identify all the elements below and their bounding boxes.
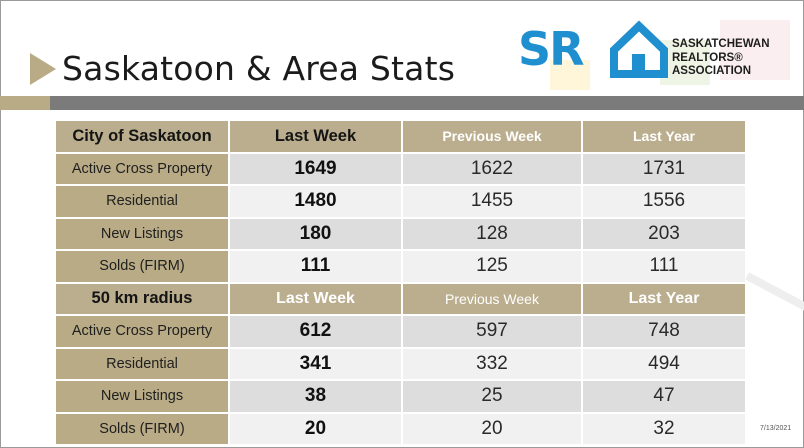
table-row: Solds (FIRM) 20 20 32 (56, 413, 745, 444)
previous-week-value: 1622 (403, 153, 581, 184)
previous-week-value: 125 (403, 251, 581, 282)
table-header-row: 50 km radius Last Week Previous Week Las… (56, 283, 745, 314)
column-header-last-year: Last Year (583, 121, 745, 152)
previous-week-value: 20 (403, 413, 581, 444)
previous-week-value: 597 (403, 316, 581, 347)
table-row: New Listings 38 25 47 (56, 381, 745, 412)
last-year-value: 748 (583, 316, 745, 347)
last-week-value: 612 (230, 316, 401, 347)
last-year-value: 1731 (583, 153, 745, 184)
previous-week-value: 332 (403, 348, 581, 379)
background-decoration (300, 0, 804, 448)
row-label: Active Cross Property (56, 316, 228, 347)
logo-text: SASKATCHEWAN REALTORS® ASSOCIATION (672, 38, 770, 79)
table-row: Residential 1480 1455 1556 (56, 186, 745, 217)
row-label: Residential (56, 186, 228, 217)
section-title: 50 km radius (56, 283, 228, 314)
last-week-value: 341 (230, 348, 401, 379)
row-label: New Listings (56, 381, 228, 412)
last-week-value: 1649 (230, 153, 401, 184)
table-header-row: City of Saskatoon Last Week Previous Wee… (56, 121, 745, 152)
row-label: Active Cross Property (56, 153, 228, 184)
table-row: Active Cross Property 1649 1622 1731 (56, 153, 745, 184)
row-label: New Listings (56, 218, 228, 249)
previous-week-value: 25 (403, 381, 581, 412)
house-icon (610, 20, 668, 78)
column-header-previous-week: Previous Week (403, 121, 581, 152)
last-year-value: 32 (583, 413, 745, 444)
table-row: Solds (FIRM) 111 125 111 (56, 251, 745, 282)
logo-line: ASSOCIATION (672, 65, 752, 77)
decoration-block-pink (720, 20, 790, 80)
last-year-value: 111 (583, 251, 745, 282)
table-row: Active Cross Property 612 597 748 (56, 316, 745, 347)
column-header-last-year: Last Year (583, 283, 745, 314)
row-label: Solds (FIRM) (56, 251, 228, 282)
table-row: Residential 341 332 494 (56, 348, 745, 379)
stats-table: City of Saskatoon Last Week Previous Wee… (54, 119, 747, 446)
column-header-last-week: Last Week (230, 121, 401, 152)
decoration-block-yellow (550, 60, 590, 90)
last-week-value: 111 (230, 251, 401, 282)
logo-letters: SR (518, 22, 585, 76)
last-year-value: 203 (583, 218, 745, 249)
sra-logo: SR SASKATCHEWAN REALTORS® ASSOCIATION (518, 20, 788, 86)
row-label: Solds (FIRM) (56, 413, 228, 444)
decoration-line (745, 272, 804, 336)
logo-line: SASKATCHEWAN (672, 38, 770, 50)
section-title: City of Saskatoon (56, 121, 228, 152)
last-year-value: 47 (583, 381, 745, 412)
previous-week-value: 128 (403, 218, 581, 249)
table-row: New Listings 180 128 203 (56, 218, 745, 249)
last-week-value: 38 (230, 381, 401, 412)
column-header-last-week: Last Week (230, 283, 401, 314)
title-arrow-icon (30, 53, 56, 85)
decoration-block-green (660, 40, 710, 85)
column-header-previous-week: Previous Week (403, 283, 581, 314)
slide-date: 7/13/2021 (760, 425, 792, 432)
last-week-value: 1480 (230, 186, 401, 217)
row-label: Residential (56, 348, 228, 379)
last-week-value: 20 (230, 413, 401, 444)
header-bar-gray (50, 96, 804, 110)
last-week-value: 180 (230, 218, 401, 249)
header-bar-gold (0, 96, 50, 110)
last-year-value: 1556 (583, 186, 745, 217)
last-year-value: 494 (583, 348, 745, 379)
logo-line: REALTORS® (672, 51, 743, 64)
page-title: Saskatoon & Area Stats (62, 49, 456, 88)
previous-week-value: 1455 (403, 186, 581, 217)
